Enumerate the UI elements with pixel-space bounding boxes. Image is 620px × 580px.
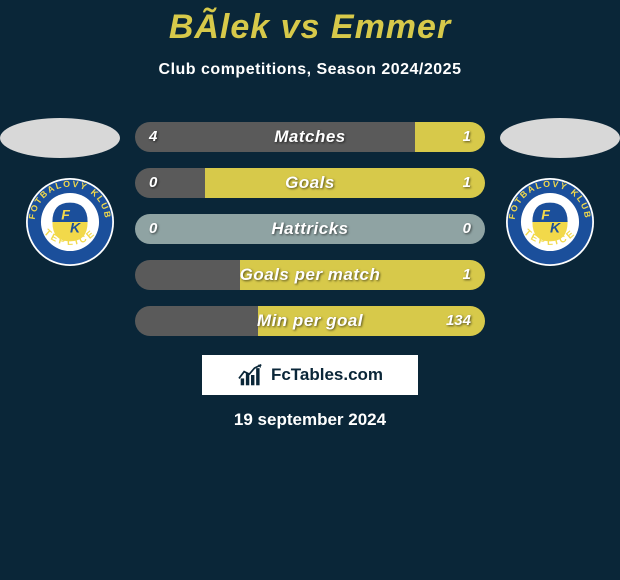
stat-value-right: 134 (446, 306, 471, 336)
stat-value-left: 0 (149, 168, 157, 198)
stat-value-right: 1 (463, 168, 471, 198)
stat-value-right: 0 (463, 214, 471, 244)
stat-value-right: 1 (463, 122, 471, 152)
stats-container: Matches41Goals01Hattricks00Goals per mat… (135, 122, 485, 352)
subtitle: Club competitions, Season 2024/2025 (0, 61, 620, 79)
stat-value-right: 1 (463, 260, 471, 290)
svg-text:F: F (61, 206, 70, 222)
club-badge-left: FOTBALOVÝ KLUB TEPLICE F K (26, 178, 114, 266)
stat-row: Goals0 1 (135, 168, 485, 198)
stat-label: Hattricks (135, 214, 485, 244)
stat-row: Matches4 1 (135, 122, 485, 152)
club-logo-icon: FOTBALOVÝ KLUB TEPLICE F K (506, 178, 594, 266)
club-logo-icon: FOTBALOVÝ KLUB TEPLICE F K (26, 178, 114, 266)
club-badge-right: FOTBALOVÝ KLUB TEPLICE F K (506, 178, 594, 266)
svg-text:F: F (541, 206, 550, 222)
stat-row: Min per goal134 (135, 306, 485, 336)
stat-label: Goals (135, 168, 485, 198)
footer-date: 19 september 2024 (0, 410, 620, 430)
stat-label: Goals per match (135, 260, 485, 290)
page-title: BÃ­lek vs Emmer (0, 0, 620, 47)
stat-label: Min per goal (135, 306, 485, 336)
brand-box: FcTables.com (202, 355, 418, 395)
stat-row: Hattricks0 0 (135, 214, 485, 244)
stat-row: Goals per match1 (135, 260, 485, 290)
stat-value-left: 4 (149, 122, 157, 152)
stat-label: Matches (135, 122, 485, 152)
brand-text: FcTables.com (271, 365, 383, 385)
player-right-avatar (500, 118, 620, 158)
stat-value-left: 0 (149, 214, 157, 244)
chart-icon (237, 363, 265, 387)
player-left-avatar (0, 118, 120, 158)
